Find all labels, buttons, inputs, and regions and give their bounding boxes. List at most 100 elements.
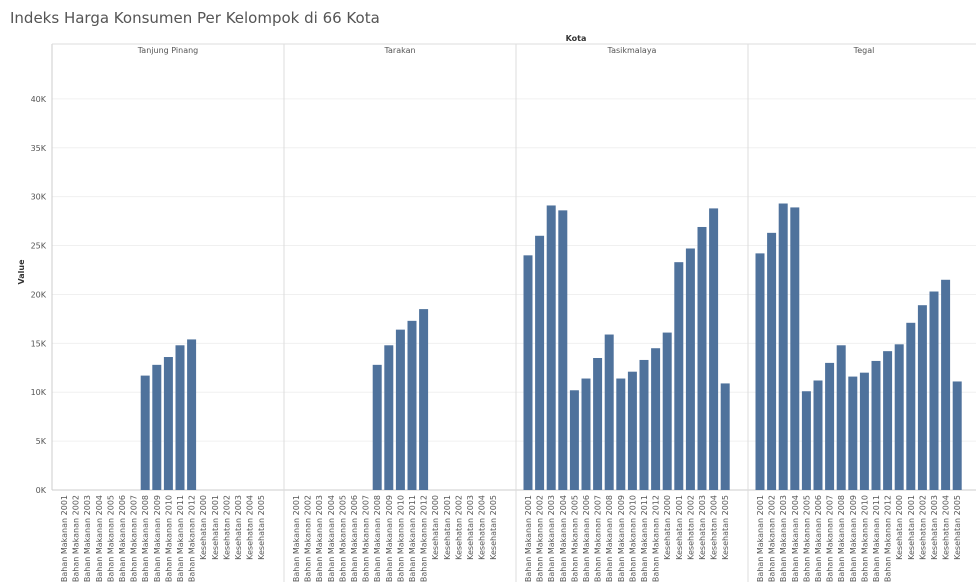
x-tick-label: Kesehatan 2005 — [953, 495, 962, 560]
x-tick-label: Bahan Makanan 2010 — [164, 495, 173, 582]
x-tick-label: Kesehatan 2000 — [895, 495, 904, 560]
bar — [593, 358, 603, 490]
x-tick-label: Bahan Makanan 2012 — [652, 495, 661, 582]
bar — [790, 207, 800, 490]
y-tick-label: 20K — [31, 290, 47, 299]
x-tick-label: Bahan Makanan 2008 — [605, 495, 614, 582]
bar — [616, 378, 626, 490]
x-tick-label: Bahan Makanan 2003 — [315, 495, 324, 582]
bar — [859, 372, 869, 490]
bar — [639, 359, 649, 490]
x-tick-label: Bahan Makanan 2004 — [559, 495, 568, 582]
x-tick-label: Bahan Makanan 2004 — [95, 495, 104, 582]
x-tick-label: Kesehatan 2004 — [710, 495, 719, 560]
bar — [848, 376, 858, 490]
x-tick-label: Bahan Makanan 2003 — [547, 495, 556, 582]
panel-label: Tanjung Pinang — [137, 46, 199, 55]
x-tick-label: Bahan Makanan 2011 — [176, 495, 185, 582]
x-tick-label: Bahan Makanan 2002 — [768, 495, 777, 582]
x-tick-label: Bahan Makanan 2001 — [756, 495, 765, 582]
x-tick-label: Bahan Makanan 2010 — [628, 495, 637, 582]
bar — [175, 345, 185, 490]
x-tick-label: Bahan Makanan 2009 — [153, 495, 162, 582]
y-tick-label: 0K — [36, 486, 47, 495]
y-tick-label: 5K — [36, 437, 47, 446]
x-tick-label: Bahan Makanan 2003 — [779, 495, 788, 582]
x-tick-label: Kesehatan 2002 — [918, 495, 927, 560]
bar — [941, 279, 951, 490]
y-tick-label: 15K — [31, 339, 47, 348]
bar — [720, 383, 730, 490]
bar — [685, 248, 695, 490]
bar — [917, 305, 927, 490]
bar — [767, 232, 777, 490]
bar — [604, 334, 614, 490]
bar — [801, 391, 811, 490]
panel-label: Tasikmalaya — [607, 46, 657, 55]
y-tick-label: 40K — [31, 95, 47, 104]
panel-label: Tarakan — [383, 46, 415, 55]
x-tick-label: Bahan Makanan 2001 — [292, 495, 301, 582]
x-tick-label: Bahan Makanan 2011 — [640, 495, 649, 582]
x-tick-label: Kesehatan 2004 — [246, 495, 255, 560]
x-tick-label: Kesehatan 2004 — [478, 495, 487, 560]
x-tick-label: Bahan Makanan 2009 — [385, 495, 394, 582]
x-tick-label: Bahan Makanan 2004 — [327, 495, 336, 582]
x-tick-label: Bahan Makanan 2007 — [130, 495, 139, 582]
bar — [709, 208, 719, 490]
x-tick-label: Kesehatan 2000 — [199, 495, 208, 560]
x-tick-label: Bahan Makanan 2003 — [83, 495, 92, 582]
x-tick-label: Bahan Makanan 2007 — [594, 495, 603, 582]
x-tick-label: Kesehatan 2004 — [942, 495, 951, 560]
x-tick-label: Bahan Makanan 2005 — [570, 495, 579, 582]
x-tick-label: Bahan Makanan 2008 — [373, 495, 382, 582]
x-tick-label: Kesehatan 2005 — [489, 495, 498, 560]
x-tick-label: Kesehatan 2001 — [907, 495, 916, 560]
x-tick-label: Kesehatan 2002 — [454, 495, 463, 560]
x-tick-label: Bahan Makanan 2005 — [802, 495, 811, 582]
x-tick-label: Bahan Makanan 2008 — [837, 495, 846, 582]
bar — [152, 364, 162, 490]
x-tick-label: Kesehatan 2003 — [930, 495, 939, 560]
x-tick-label: Bahan Makanan 2011 — [872, 495, 881, 582]
y-tick-label: 25K — [31, 242, 47, 251]
x-tick-label: Kesehatan 2002 — [222, 495, 231, 560]
facet-label: Kota — [566, 34, 587, 43]
bar — [395, 329, 405, 490]
x-tick-label: Kesehatan 2002 — [686, 495, 695, 560]
x-tick-label: Bahan Makanan 2002 — [536, 495, 545, 582]
x-tick-label: Bahan Makanan 2007 — [362, 495, 371, 582]
x-tick-label: Bahan Makanan 2001 — [524, 495, 533, 582]
bar — [836, 345, 846, 490]
panel-label: Tegal — [853, 46, 875, 55]
x-tick-label: Bahan Makanan 2007 — [826, 495, 835, 582]
x-tick-label: Kesehatan 2003 — [466, 495, 475, 560]
x-tick-label: Bahan Makanan 2005 — [338, 495, 347, 582]
bar — [535, 235, 545, 490]
x-tick-label: Bahan Makanan 2002 — [304, 495, 313, 582]
bar — [813, 380, 823, 490]
bar — [952, 381, 962, 490]
x-tick-label: Bahan Makanan 2006 — [582, 495, 591, 582]
bar — [372, 364, 382, 490]
x-tick-label: Kesehatan 2005 — [721, 495, 730, 560]
bar — [929, 291, 939, 490]
bar — [906, 322, 916, 490]
x-tick-label: Bahan Makanan 2010 — [860, 495, 869, 582]
bar — [546, 205, 556, 490]
bar — [651, 348, 661, 490]
y-axis-label: Value — [17, 259, 26, 285]
bar — [871, 360, 881, 490]
x-tick-label: Bahan Makanan 2009 — [849, 495, 858, 582]
x-tick-label: Bahan Makanan 2012 — [420, 495, 429, 582]
bar — [140, 375, 150, 490]
x-tick-label: Kesehatan 2003 — [234, 495, 243, 560]
x-tick-label: Bahan Makanan 2008 — [141, 495, 150, 582]
bar — [883, 351, 893, 490]
bar — [697, 226, 707, 490]
bar — [407, 320, 417, 490]
bar — [581, 378, 591, 490]
bar — [163, 357, 173, 490]
x-tick-label: Bahan Makanan 2001 — [60, 495, 69, 582]
